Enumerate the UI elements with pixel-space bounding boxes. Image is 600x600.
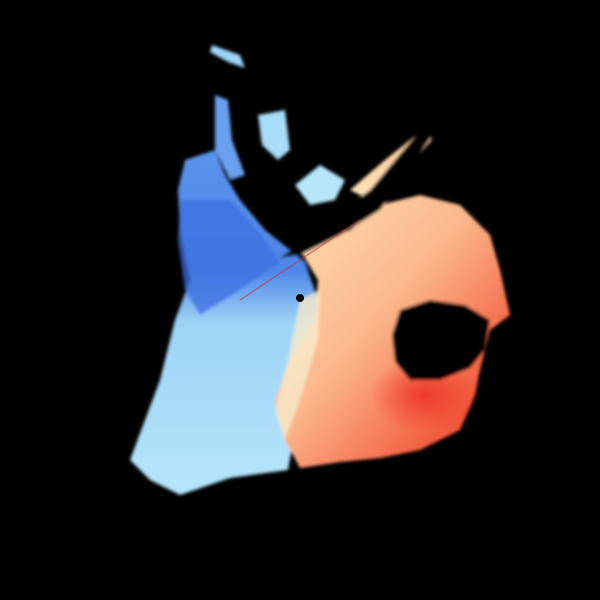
inbound-streak xyxy=(210,45,245,68)
inbound-streak xyxy=(215,95,245,180)
outbound-transition xyxy=(275,290,320,440)
zero-isodop xyxy=(239,219,361,301)
inbound-core xyxy=(178,200,280,315)
inbound-streak xyxy=(295,165,345,205)
echo-field xyxy=(130,45,510,495)
outbound-max xyxy=(370,357,480,433)
inbound-streak xyxy=(258,110,290,160)
no-echo-gap xyxy=(280,118,440,258)
inbound-region xyxy=(130,150,318,495)
radar-site xyxy=(296,294,304,302)
no-echo-hole xyxy=(392,300,490,380)
